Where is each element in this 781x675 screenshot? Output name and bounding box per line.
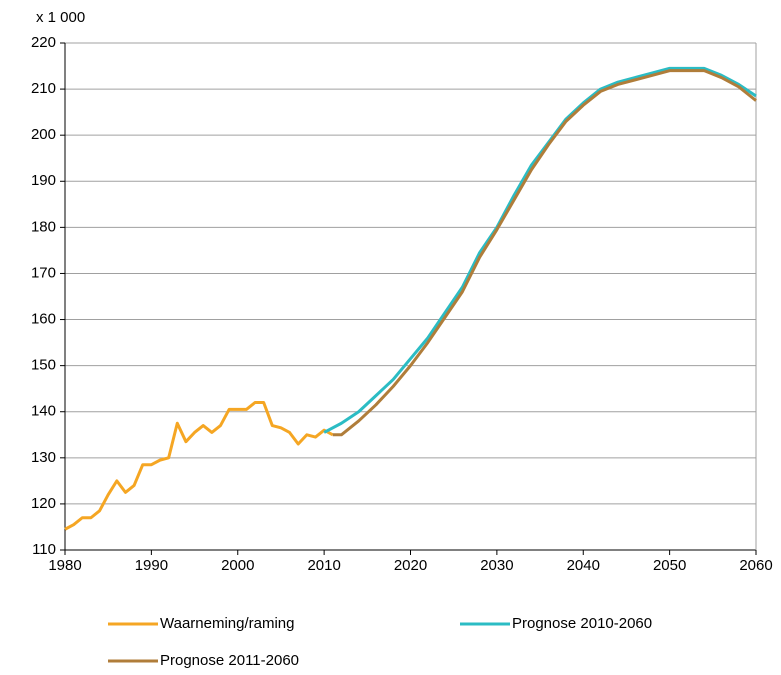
legend-label: Prognose 2010-2060 [512,615,652,632]
y-tick-label: 210 [31,80,56,97]
x-tick-label: 1980 [48,557,81,574]
x-tick-label: 1990 [135,557,168,574]
y-tick-label: 120 [31,495,56,512]
y-tick-label: 110 [32,541,56,558]
y-unit-label: x 1 000 [36,9,85,26]
y-tick-label: 150 [31,357,56,374]
legend-label: Waarneming/raming [160,615,295,632]
legend-label: Prognose 2011-2060 [160,652,299,669]
series-line [64,401,334,531]
x-tick-label: 2010 [307,557,340,574]
x-tick-label: 2000 [221,557,254,574]
y-tick-label: 170 [31,264,56,281]
y-tick-label: 130 [31,449,56,466]
y-tick-label: 140 [31,403,56,420]
y-tick-label: 220 [31,34,56,51]
x-tick-label: 2030 [480,557,513,574]
y-tick-label: 190 [31,172,56,189]
y-tick-label: 200 [31,126,56,143]
x-tick-label: 2050 [653,557,686,574]
x-tick-label: 2040 [567,557,600,574]
series-line [332,69,757,437]
x-tick-label: 2020 [394,557,427,574]
series-line [323,66,757,434]
x-tick-label: 2060 [739,557,772,574]
y-tick-label: 160 [31,311,56,328]
y-tick-label: 180 [31,218,56,235]
